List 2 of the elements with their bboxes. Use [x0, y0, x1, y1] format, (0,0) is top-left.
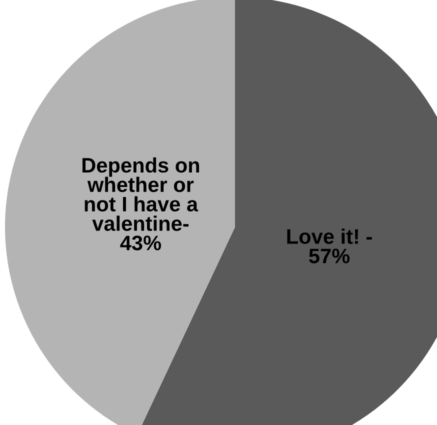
slice-label: Love it! - 57% [287, 228, 372, 264]
slice-label: Depends on whether or not I have a valentine- 43% [82, 157, 200, 250]
